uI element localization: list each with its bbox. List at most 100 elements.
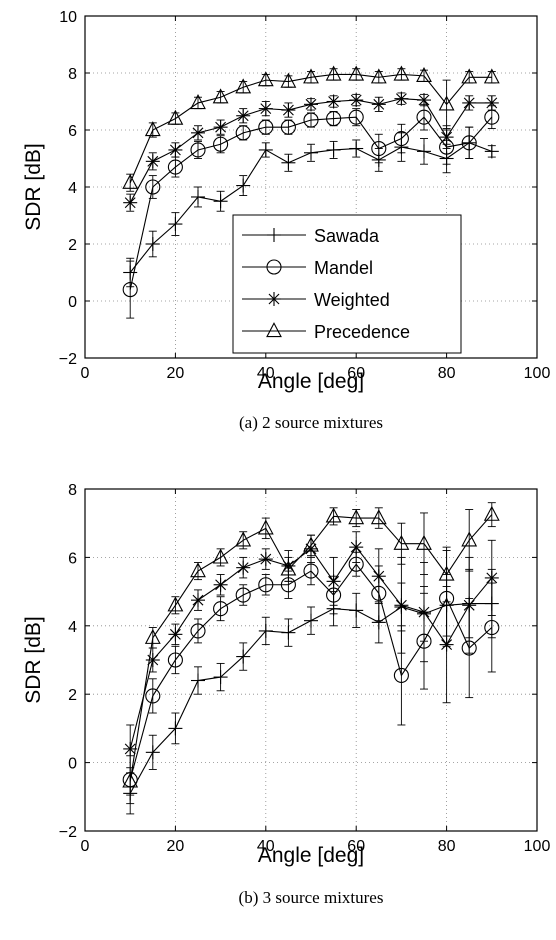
data-point	[213, 577, 228, 592]
error-bar	[420, 512, 428, 575]
x-tick-label: 40	[257, 838, 275, 855]
data-point	[144, 121, 161, 137]
data-point	[258, 119, 274, 135]
data-point	[212, 548, 229, 564]
data-point	[326, 111, 342, 127]
x-tick-label: 0	[81, 365, 90, 382]
data-point	[123, 195, 138, 210]
legend-label: Sawada	[314, 226, 380, 246]
x-tick-label: 60	[347, 365, 365, 382]
x-tick-label: 20	[167, 365, 185, 382]
y-tick-label: 8	[68, 482, 77, 499]
data-point	[393, 667, 409, 683]
legend-marker	[266, 322, 282, 338]
data-point	[304, 613, 318, 628]
data-point	[326, 94, 341, 109]
data-point	[258, 623, 273, 638]
plot-area	[122, 65, 500, 319]
data-point	[213, 601, 229, 617]
data-point	[168, 721, 183, 736]
axes-box	[84, 488, 538, 832]
x-axis-label: Angle [deg]	[258, 370, 364, 393]
x-tick-label: 60	[347, 838, 365, 855]
data-point	[417, 144, 431, 159]
error-bar	[239, 81, 248, 94]
data-point	[281, 155, 296, 170]
series-line	[129, 563, 493, 780]
data-point	[191, 673, 205, 688]
y-axis-label: SDR [dB]	[22, 616, 45, 704]
data-point	[122, 282, 138, 298]
data-point	[417, 605, 431, 620]
series-precedence	[122, 65, 500, 192]
data-point	[144, 628, 161, 644]
error-bar	[239, 125, 248, 141]
data-point	[416, 66, 432, 82]
y-axis-label: SDR [dB]	[22, 143, 45, 231]
data-point	[303, 112, 319, 128]
data-point	[145, 688, 161, 704]
data-point	[191, 189, 205, 204]
data-point	[348, 65, 365, 81]
y-tick-label: 0	[68, 294, 77, 311]
error-bar	[465, 509, 474, 572]
data-point	[371, 569, 386, 584]
data-point	[349, 93, 364, 108]
data-point	[462, 95, 477, 110]
data-point	[281, 625, 296, 640]
error-bar	[126, 767, 135, 796]
data-point	[462, 598, 477, 613]
data-point	[370, 68, 387, 84]
data-point	[212, 88, 229, 104]
data-point	[257, 519, 274, 535]
series-mandel	[122, 550, 500, 805]
y-tick-label: 2	[68, 237, 77, 254]
legend-marker	[267, 292, 281, 306]
data-point	[325, 65, 342, 81]
data-point	[393, 534, 410, 550]
x-axis-label: Angle [deg]	[258, 844, 364, 867]
data-point	[145, 154, 160, 169]
data-point	[235, 531, 252, 547]
caption-a: (a) 2 source mixtures	[239, 413, 383, 432]
x-tick-label: 20	[167, 838, 185, 855]
data-point	[145, 179, 161, 195]
data-point	[348, 509, 365, 525]
error-bar	[194, 140, 202, 159]
data-point	[213, 670, 228, 685]
data-point	[235, 125, 251, 141]
data-point	[145, 653, 160, 667]
data-point	[190, 623, 206, 639]
data-point	[370, 509, 387, 525]
data-point	[236, 108, 251, 123]
error-bar	[397, 522, 406, 565]
data-point	[167, 159, 183, 175]
y-tick-label: 6	[68, 123, 77, 140]
error-bar	[171, 112, 180, 125]
data-point	[258, 552, 273, 567]
error-bar	[148, 175, 157, 199]
data-point	[484, 144, 499, 159]
legend-item-sawada: Sawada	[242, 226, 380, 246]
error-bar	[194, 96, 202, 110]
legend-marker	[267, 228, 281, 242]
data-point	[258, 101, 273, 116]
x-tick-label: 80	[438, 365, 456, 382]
data-point	[258, 577, 274, 593]
data-point	[439, 637, 454, 652]
data-point	[461, 135, 477, 151]
data-point	[349, 141, 364, 156]
data-point	[167, 109, 184, 125]
data-point	[349, 603, 364, 618]
data-point	[235, 78, 252, 94]
data-point	[394, 91, 409, 106]
data-point	[326, 574, 341, 589]
x-tick-label: 40	[257, 365, 275, 382]
legend-item-weighted: Weighted	[242, 290, 390, 310]
data-point	[168, 142, 183, 157]
data-point	[191, 125, 205, 140]
data-point	[348, 109, 364, 125]
data-point	[257, 71, 274, 87]
legend-label: Mandel	[314, 258, 373, 278]
